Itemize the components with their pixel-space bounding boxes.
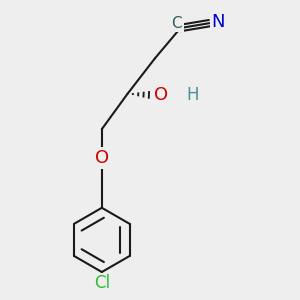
Text: O: O [95, 149, 109, 167]
Text: O: O [154, 86, 168, 104]
Text: H: H [186, 86, 199, 104]
Text: N: N [212, 13, 225, 31]
Text: C: C [171, 16, 182, 31]
Text: Cl: Cl [94, 274, 110, 292]
